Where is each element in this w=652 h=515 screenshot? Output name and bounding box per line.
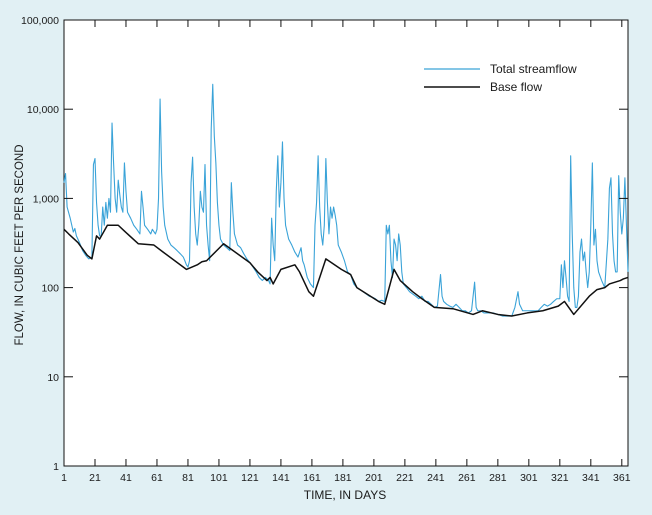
x-tick-label: 181 <box>334 472 352 484</box>
x-axis: 1 21 41 61 81 101 121 141 161 181 201 221 241 261 281 3… <box>61 20 631 484</box>
x-tick-label: 21 <box>89 472 101 484</box>
legend-label-total-streamflow: Total streamflow <box>490 62 577 76</box>
x-tick-label: 41 <box>120 472 132 484</box>
x-tick-label: 341 <box>582 472 600 484</box>
y-tick-label: 10 <box>47 372 59 384</box>
x-tick-label: 201 <box>365 472 383 484</box>
x-tick-label: 261 <box>458 472 476 484</box>
x-axis-title: TIME, IN DAYS <box>304 488 386 502</box>
x-tick-label: 1 <box>61 472 67 484</box>
x-tick-label: 361 <box>613 472 631 484</box>
series-layer <box>63 83 629 317</box>
x-tick-label: 81 <box>182 472 194 484</box>
y-axis-title: FLOW, IN CUBIC FEET PER SECOND <box>14 144 26 345</box>
y-axis: 1 10 100 1,000 10,000 100,000 <box>21 15 628 473</box>
x-tick-label: 241 <box>427 472 445 484</box>
legend: Total streamflow Base flow <box>424 62 577 94</box>
x-tick-label: 221 <box>396 472 414 484</box>
base-flow-line <box>63 224 629 317</box>
y-tick-label: 1,000 <box>33 193 59 205</box>
y-tick-label: 1 <box>53 461 59 473</box>
plot-area <box>63 19 629 467</box>
x-tick-label: 301 <box>520 472 538 484</box>
x-tick-label: 161 <box>303 472 321 484</box>
x-tick-label: 121 <box>241 472 259 484</box>
x-tick-label: 321 <box>551 472 569 484</box>
y-tick-label: 100,000 <box>21 15 59 27</box>
legend-label-base-flow: Base flow <box>490 80 542 94</box>
y-tick-label: 10,000 <box>27 104 59 116</box>
x-tick-label: 281 <box>489 472 507 484</box>
x-tick-label: 101 <box>210 472 228 484</box>
y-tick-label: 100 <box>41 283 59 295</box>
x-tick-label: 61 <box>151 472 163 484</box>
x-tick-label: 141 <box>272 472 290 484</box>
total-streamflow-line <box>63 83 629 317</box>
